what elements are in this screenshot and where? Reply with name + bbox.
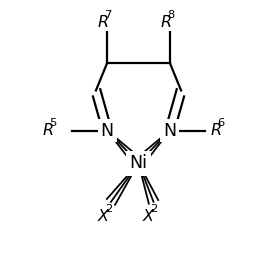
Text: Ni: Ni <box>130 154 147 172</box>
Text: 5: 5 <box>49 118 57 128</box>
Text: R: R <box>97 15 108 30</box>
Text: 7: 7 <box>104 10 112 20</box>
Text: X: X <box>142 209 153 224</box>
Text: 2: 2 <box>106 204 113 214</box>
Text: N: N <box>101 122 114 140</box>
Text: N: N <box>163 122 176 140</box>
Text: R: R <box>42 123 53 138</box>
Text: 8: 8 <box>168 10 175 20</box>
Text: 6: 6 <box>218 118 225 128</box>
Text: R: R <box>211 123 222 138</box>
Text: R: R <box>161 15 172 30</box>
Text: 2: 2 <box>150 204 157 214</box>
Text: X: X <box>98 209 109 224</box>
